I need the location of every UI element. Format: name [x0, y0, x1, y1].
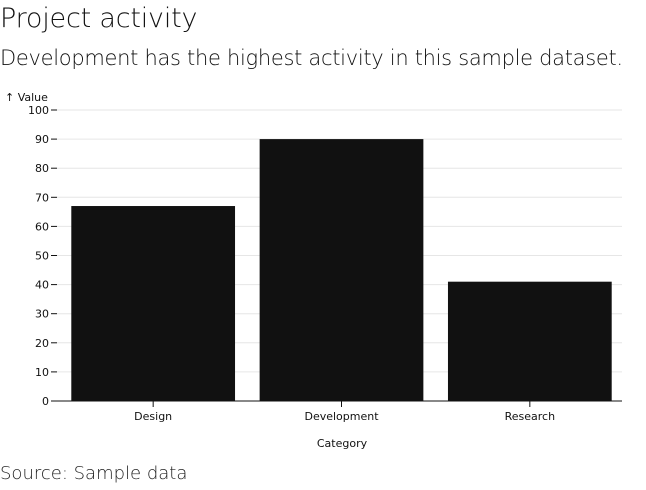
x-tick-label: Research: [505, 410, 555, 423]
x-axis-label: Category: [317, 437, 368, 450]
y-tick-label: 60: [35, 220, 49, 233]
y-tick-label: 40: [35, 279, 49, 292]
bar-chart: 0 10 20 30 40 50 60 70 80 90 100 Design Development…: [5, 91, 622, 450]
y-tick-label: 0: [42, 395, 49, 408]
y-tick-label: 10: [35, 366, 49, 379]
chart-title: Project activity: [0, 3, 198, 34]
y-tick-label: 50: [35, 250, 49, 263]
x-axis: Design Development Research: [57, 400, 622, 423]
x-tick-label: Design: [134, 410, 172, 423]
y-tick-label: 90: [35, 133, 49, 146]
y-axis: 0 10 20 30 40 50 60 70 80 90 100: [28, 104, 57, 408]
y-tick-label: 30: [35, 308, 49, 321]
y-tick-label: 100: [28, 104, 49, 117]
bar-development: [259, 139, 424, 401]
y-axis-label: ↑ Value: [5, 91, 48, 104]
bar-design: [71, 206, 236, 401]
y-tick-label: 20: [35, 337, 49, 350]
bar-research: [447, 281, 612, 401]
source-caption: Source: Sample data: [0, 463, 188, 484]
y-tick-label: 70: [35, 191, 49, 204]
bars: [71, 139, 612, 401]
chart-subtitle: Development has the highest activity in …: [0, 46, 623, 70]
x-tick-label: Development: [304, 410, 379, 423]
y-tick-label: 80: [35, 162, 49, 175]
